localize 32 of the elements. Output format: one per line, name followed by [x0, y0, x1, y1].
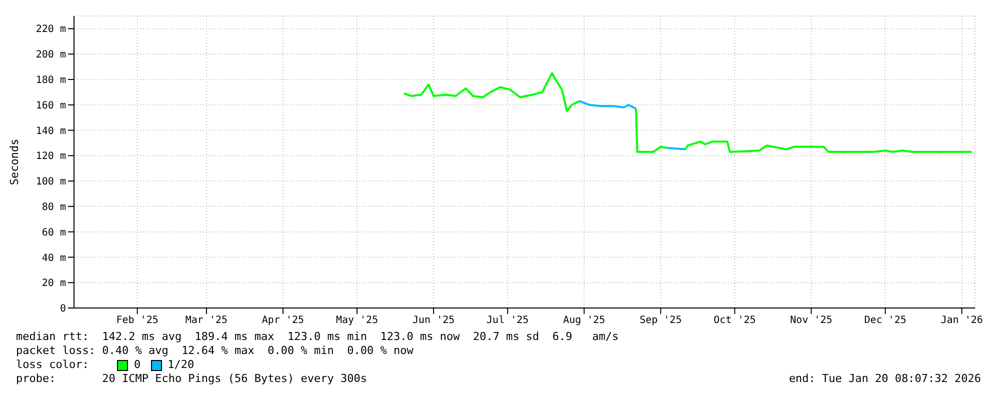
y-tick-label: 100 m	[36, 176, 66, 188]
x-tick-label: Oct '25	[714, 315, 756, 326]
y-tick-label: 140 m	[36, 126, 66, 137]
legend-label: 1/20	[166, 358, 194, 372]
y-tick-label: 40 m	[42, 252, 66, 264]
text: median rtt: 142.2 ms avg 189.4 ms max 123.0 ms min 123.0 ms now 20.7 ms sd 6.9 am/s	[16, 330, 620, 344]
x-tick-label: Feb '25	[116, 315, 158, 326]
y-tick-label: 160 m	[36, 100, 66, 112]
x-tick-label: Jan '26	[940, 315, 983, 326]
y-tick-label: 120 m	[36, 151, 66, 162]
x-tick-label: Mar '25	[185, 315, 228, 326]
y-tick-label: 0	[60, 304, 66, 315]
x-tick-label: Aug '25	[563, 315, 606, 326]
x-tick-label: Apr '25	[262, 315, 304, 326]
x-tick-label: Nov '25	[790, 315, 832, 326]
x-tick-label: Jun '25	[412, 315, 455, 326]
legend-label: 0	[133, 358, 141, 372]
x-tick-label: Sep '25	[640, 315, 682, 326]
x-tick-label: Dec '25	[864, 315, 906, 326]
x-tick-label: May '25	[336, 315, 378, 326]
y-tick-label: 20 m	[42, 278, 66, 290]
text: probe: 20 ICMP Echo Pings (56 Bytes) every 300s	[16, 372, 367, 385]
legend-title: loss color:	[16, 358, 90, 372]
y-axis-title: Seconds	[8, 138, 21, 186]
text: end: Tue Jan 20 08:07:32 2026	[788, 372, 981, 385]
text: packet loss: 0.40 % avg 12.64 % max 0.00 % min 0.00 % now	[16, 344, 414, 358]
y-tick-label: 60 m	[42, 227, 66, 238]
y-tick-label: 200 m	[36, 50, 66, 61]
y-tick-label: 80 m	[42, 202, 66, 213]
y-tick-label: 220 m	[36, 24, 66, 36]
x-tick-label: Jul '25	[486, 315, 529, 326]
y-tick-label: 180 m	[36, 75, 66, 86]
